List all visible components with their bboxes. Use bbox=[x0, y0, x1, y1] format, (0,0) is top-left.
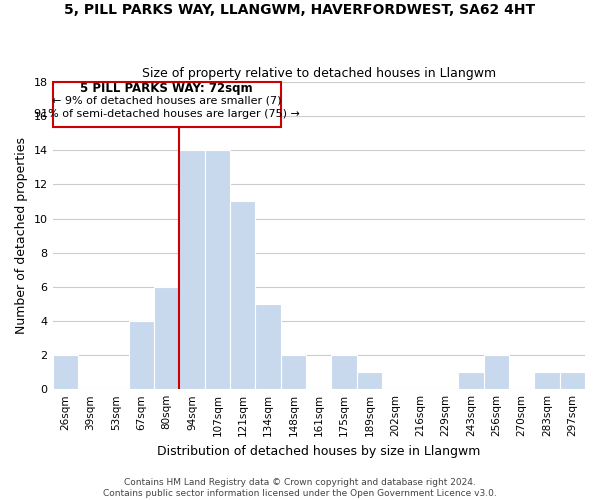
Bar bbox=[53, 355, 78, 389]
Bar bbox=[154, 287, 179, 389]
Text: 5, PILL PARKS WAY, LLANGWM, HAVERFORDWEST, SA62 4HT: 5, PILL PARKS WAY, LLANGWM, HAVERFORDWES… bbox=[64, 2, 536, 16]
Bar bbox=[256, 304, 281, 389]
Text: Contains HM Land Registry data © Crown copyright and database right 2024.
Contai: Contains HM Land Registry data © Crown c… bbox=[103, 478, 497, 498]
Bar bbox=[331, 355, 357, 389]
Bar bbox=[484, 355, 509, 389]
Y-axis label: Number of detached properties: Number of detached properties bbox=[15, 137, 28, 334]
Bar bbox=[205, 150, 230, 389]
Text: ← 9% of detached houses are smaller (7): ← 9% of detached houses are smaller (7) bbox=[52, 96, 281, 106]
Bar bbox=[560, 372, 585, 389]
Bar bbox=[458, 372, 484, 389]
Bar bbox=[534, 372, 560, 389]
Title: Size of property relative to detached houses in Llangwm: Size of property relative to detached ho… bbox=[142, 66, 496, 80]
Bar bbox=[179, 150, 205, 389]
Bar bbox=[281, 355, 306, 389]
Text: 5 PILL PARKS WAY: 72sqm: 5 PILL PARKS WAY: 72sqm bbox=[80, 82, 253, 94]
X-axis label: Distribution of detached houses by size in Llangwm: Distribution of detached houses by size … bbox=[157, 444, 481, 458]
Text: 91% of semi-detached houses are larger (75) →: 91% of semi-detached houses are larger (… bbox=[34, 110, 299, 120]
Bar bbox=[128, 321, 154, 389]
Bar bbox=[230, 202, 256, 389]
FancyBboxPatch shape bbox=[53, 82, 281, 128]
Bar bbox=[357, 372, 382, 389]
